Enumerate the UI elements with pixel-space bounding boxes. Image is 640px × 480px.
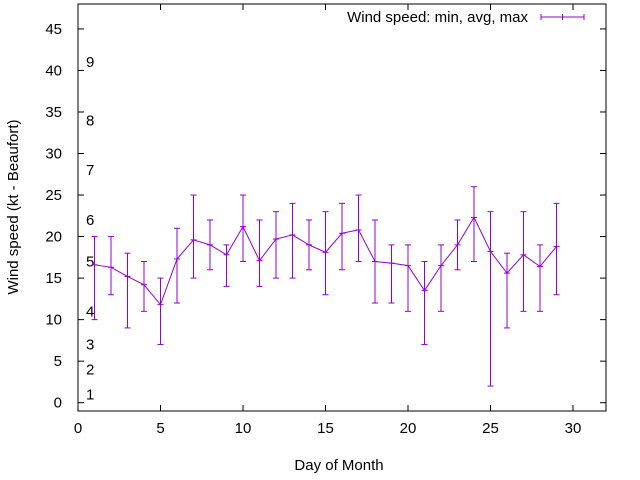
error-bar	[223, 244, 230, 287]
y-tick-label: 35	[45, 104, 62, 121]
error-bar	[322, 211, 329, 296]
error-bar	[355, 194, 362, 262]
x-tick-label: 30	[565, 420, 582, 437]
error-bar	[256, 219, 263, 287]
beaufort-label: 6	[86, 212, 94, 229]
legend: Wind speed: min, avg, max	[347, 9, 585, 26]
error-bar	[190, 194, 197, 279]
error-bar	[207, 219, 213, 271]
x-axis: 0 5 10 15 20 25 30	[74, 4, 582, 437]
y-tick-label: 0	[54, 395, 62, 412]
error-bar	[124, 252, 131, 329]
x-tick-label: 5	[156, 420, 164, 437]
beaufort-label: 9	[86, 54, 94, 71]
beaufort-label: 5	[86, 253, 94, 270]
x-tick-label: 0	[74, 420, 82, 437]
beaufort-label: 3	[86, 337, 94, 354]
error-bar	[471, 186, 477, 262]
series-wind-speed	[91, 186, 560, 387]
error-bar	[553, 202, 560, 296]
y-tick-label: 45	[45, 21, 62, 38]
plot-area-frame	[77, 3, 607, 412]
error-bar	[405, 244, 411, 312]
error-bar	[91, 236, 98, 321]
beaufort-label: 2	[86, 361, 94, 378]
beaufort-label: 4	[86, 303, 94, 320]
error-bar	[438, 244, 444, 312]
legend-label: Wind speed: min, avg, max	[347, 9, 528, 26]
beaufort-label: 7	[86, 162, 94, 179]
error-bar	[273, 211, 279, 279]
x-axis-label: Day of Month	[294, 457, 383, 474]
y-tick-label: 25	[45, 187, 62, 204]
error-bar	[388, 244, 395, 304]
error-bar	[487, 211, 494, 387]
error-bar	[504, 252, 510, 329]
error-bar	[306, 219, 312, 271]
beaufort-label: 1	[86, 386, 94, 403]
x-tick-label: 25	[482, 420, 499, 437]
x-tick-label: 15	[317, 420, 334, 437]
y-tick-label: 30	[45, 146, 62, 163]
error-bar	[174, 227, 180, 304]
error-bar	[537, 244, 543, 312]
x-tick-label: 10	[235, 420, 252, 437]
error-bar	[240, 194, 246, 262]
error-bar	[454, 219, 461, 271]
y-tick-label: 5	[54, 353, 62, 370]
beaufort-label: 8	[86, 112, 94, 129]
error-bar	[141, 260, 147, 312]
y-tick-label: 15	[45, 270, 62, 287]
beaufort-scale: 1 2 3 4 5 6 7 8 9	[86, 54, 94, 403]
error-bar	[289, 202, 296, 279]
y-tick-label: 20	[45, 229, 62, 246]
error-bar	[520, 211, 527, 312]
error-bar	[421, 260, 428, 346]
error-bar	[108, 236, 114, 296]
error-bar	[339, 202, 345, 271]
x-tick-label: 20	[400, 420, 417, 437]
y-axis-label: Wind speed (kt - Beaufort)	[5, 119, 22, 294]
y-tick-label: 40	[45, 62, 62, 79]
error-bar	[372, 219, 378, 304]
error-bar	[157, 277, 164, 346]
y-tick-label: 10	[45, 312, 62, 329]
